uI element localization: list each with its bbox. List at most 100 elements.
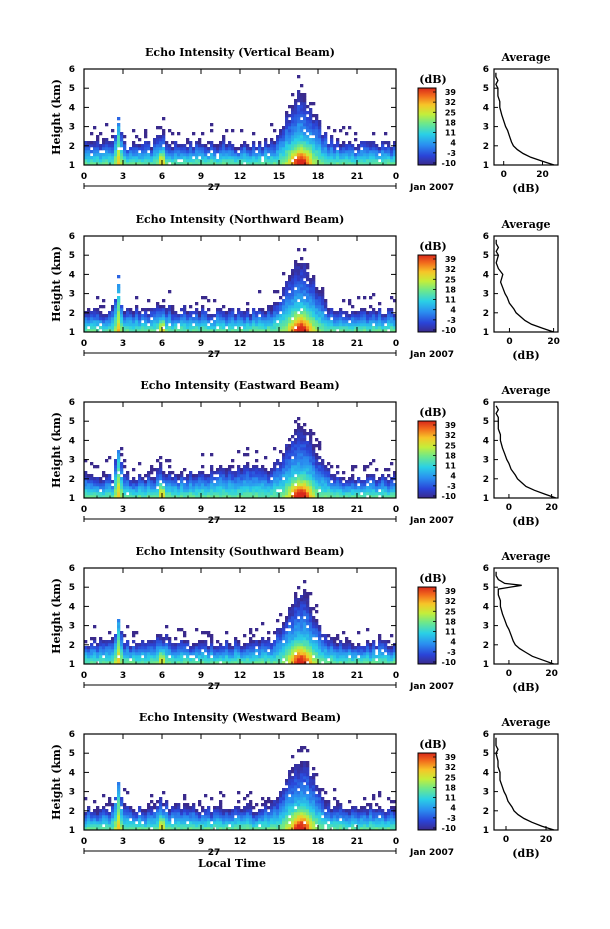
- heatmap-cell: [315, 492, 319, 496]
- heatmap-cell: [312, 138, 316, 142]
- heatmap-cell: [384, 483, 388, 487]
- heatmap-cell: [252, 144, 256, 148]
- heatmap-cell: [321, 314, 325, 318]
- heatmap-cell: [309, 320, 313, 324]
- heatmap-cell: [273, 462, 277, 466]
- heatmap-cell: [318, 293, 322, 297]
- heatmap-cell: [186, 326, 190, 330]
- heatmap-cell: [177, 477, 181, 481]
- heatmap-cell: [111, 147, 115, 151]
- heatmap-cell: [150, 640, 154, 644]
- heatmap-cell: [120, 153, 124, 157]
- heatmap-cell: [144, 474, 148, 478]
- heatmap-cell: [348, 323, 352, 327]
- heatmap-cell: [225, 153, 229, 157]
- heatmap-cell: [285, 486, 289, 490]
- heatmap-cell: [123, 809, 127, 813]
- heatmap-cell: [306, 613, 310, 617]
- heatmap-cell: [294, 153, 298, 157]
- heatmap-cell: [153, 138, 157, 142]
- heatmap-cell: [300, 435, 304, 439]
- heatmap-cell: [159, 812, 163, 816]
- heatmap-cell: [117, 453, 121, 457]
- heatmap-cell: [297, 486, 301, 490]
- heatmap-cell: [162, 640, 166, 644]
- heatmap-cell: [258, 643, 262, 647]
- heatmap-cell: [168, 129, 172, 133]
- heatmap-cell: [120, 314, 124, 318]
- heatmap-cell: [165, 320, 169, 324]
- heatmap-cell: [114, 634, 118, 638]
- heatmap-cell: [117, 646, 121, 650]
- heatmap-cell: [258, 468, 262, 472]
- heatmap-cell: [183, 661, 187, 665]
- heatmap-cell: [225, 311, 229, 315]
- x-tick-label: 15: [273, 505, 286, 515]
- heatmap-cell: [252, 492, 256, 496]
- heatmap-cell: [234, 159, 238, 163]
- heatmap-cell: [165, 824, 169, 828]
- heatmap-cell: [240, 646, 244, 650]
- heatmap-cell: [261, 622, 265, 626]
- heatmap-cell: [207, 489, 211, 493]
- heatmap-cell: [246, 453, 250, 457]
- heatmap-cell: [243, 821, 247, 825]
- heatmap-cell: [144, 661, 148, 665]
- heatmap-cell: [201, 147, 205, 151]
- heatmap-cell: [129, 159, 133, 163]
- heatmap-cell: [291, 281, 295, 285]
- heatmap-cell: [297, 598, 301, 602]
- heatmap-cell: [318, 323, 322, 327]
- heatmap-cell: [159, 474, 163, 478]
- heatmap-cell: [291, 486, 295, 490]
- heatmap-cell: [276, 658, 280, 662]
- heatmap-cell: [171, 320, 175, 324]
- heatmap-cell: [204, 486, 208, 490]
- heatmap-cell: [294, 272, 298, 276]
- heatmap-cell: [303, 607, 307, 611]
- heatmap-cell: [249, 156, 253, 160]
- heatmap-cell: [186, 824, 190, 828]
- heatmap-cell: [159, 465, 163, 469]
- profile-frame: [493, 567, 559, 665]
- heatmap-cell: [117, 141, 121, 145]
- heatmap-cell: [165, 147, 169, 151]
- heatmap-cell: [378, 311, 382, 315]
- heatmap-cell: [204, 794, 208, 798]
- heatmap-cell: [300, 293, 304, 297]
- heatmap-cell: [288, 471, 292, 475]
- heatmap-cell: [309, 613, 313, 617]
- heatmap-cell: [183, 821, 187, 825]
- heatmap-cell: [159, 462, 163, 466]
- heatmap-cell: [291, 329, 295, 333]
- heatmap-cell: [144, 156, 148, 160]
- heatmap-cell: [210, 495, 214, 499]
- heatmap-cell: [222, 150, 226, 154]
- heatmap-cell: [372, 144, 376, 148]
- profile-y-tick-label: 4: [483, 103, 489, 113]
- heatmap-cell: [228, 308, 232, 312]
- heatmap-cell: [273, 477, 277, 481]
- colorbar-tick-label: 11: [445, 129, 457, 138]
- heatmap-cell: [303, 120, 307, 124]
- heatmap-cell: [276, 480, 280, 484]
- heatmap-cell: [303, 471, 307, 475]
- heatmap-cell: [306, 162, 310, 166]
- heatmap-cell: [162, 827, 166, 831]
- heatmap-cell: [318, 138, 322, 142]
- heatmap-cell: [294, 610, 298, 614]
- heatmap-cell: [264, 809, 268, 813]
- heatmap-cell: [132, 314, 136, 318]
- heatmap-cell: [315, 468, 319, 472]
- heatmap-cell: [315, 311, 319, 315]
- heatmap-cell: [240, 129, 244, 133]
- heatmap-cell: [276, 815, 280, 819]
- heatmap-cell: [291, 111, 295, 115]
- heatmap-cell: [270, 803, 274, 807]
- heatmap-cell: [372, 320, 376, 324]
- heatmap-cell: [261, 320, 265, 324]
- heatmap-cell: [243, 815, 247, 819]
- heatmap-cell: [111, 329, 115, 333]
- heatmap-cell: [201, 824, 205, 828]
- heatmap-cell: [231, 809, 235, 813]
